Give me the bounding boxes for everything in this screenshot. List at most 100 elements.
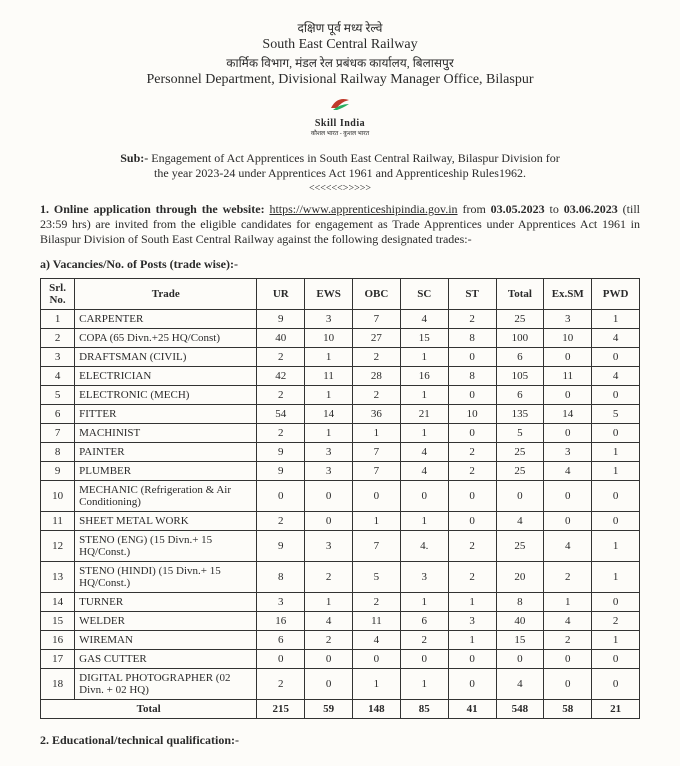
cell-value: 0 xyxy=(400,650,448,669)
col-ews: EWS xyxy=(305,279,353,310)
cell-trade: CARPENTER xyxy=(75,310,257,329)
cell-value: 6 xyxy=(496,348,544,367)
paragraph-1: 1. Online application through the websit… xyxy=(40,202,640,247)
table-row: 4ELECTRICIAN421128168105114 xyxy=(41,367,640,386)
cell-value: 4. xyxy=(400,531,448,562)
cell-srl: 13 xyxy=(41,562,75,593)
cell-value: 36 xyxy=(353,405,401,424)
cell-value: 15 xyxy=(400,329,448,348)
cell-srl: 14 xyxy=(41,593,75,612)
cell-value: 8 xyxy=(448,329,496,348)
cell-value: 1 xyxy=(353,669,401,700)
cell-srl: 5 xyxy=(41,386,75,405)
cell-value: 4 xyxy=(544,612,592,631)
application-url[interactable]: https://www.apprenticeshipindia.gov.in xyxy=(269,202,457,216)
cell-value: 4 xyxy=(592,329,640,348)
cell-value: 0 xyxy=(544,512,592,531)
cell-value: 3 xyxy=(400,562,448,593)
header-hindi-2: कार्मिक विभाग, मंडल रेल प्रबंधक कार्यालय… xyxy=(40,54,640,71)
section-2-heading: 2. Educational/technical qualification:- xyxy=(40,733,640,748)
cell-srl: 11 xyxy=(41,512,75,531)
cell-value: 8 xyxy=(257,562,305,593)
total-total: 548 xyxy=(496,700,544,719)
table-header-row: Srl. No. Trade UR EWS OBC SC ST Total Ex… xyxy=(41,279,640,310)
cell-trade: FITTER xyxy=(75,405,257,424)
cell-trade: GAS CUTTER xyxy=(75,650,257,669)
cell-value: 0 xyxy=(592,348,640,367)
divider-arrows: <<<<<<>>>>> xyxy=(40,183,640,194)
cell-trade: DIGITAL PHOTOGRAPHER (02 Divn. + 02 HQ) xyxy=(75,669,257,700)
cell-value: 1 xyxy=(400,669,448,700)
cell-value: 16 xyxy=(400,367,448,386)
cell-value: 0 xyxy=(592,593,640,612)
cell-value: 5 xyxy=(592,405,640,424)
cell-value: 2 xyxy=(592,612,640,631)
cell-srl: 9 xyxy=(41,462,75,481)
cell-value: 16 xyxy=(257,612,305,631)
table-row: 2COPA (65 Divn.+25 HQ/Const)401027158100… xyxy=(41,329,640,348)
cell-value: 10 xyxy=(448,405,496,424)
cell-value: 7 xyxy=(353,531,401,562)
cell-value: 9 xyxy=(257,531,305,562)
cell-value: 2 xyxy=(305,631,353,650)
cell-value: 2 xyxy=(257,348,305,367)
cell-value: 1 xyxy=(544,593,592,612)
cell-value: 5 xyxy=(353,562,401,593)
cell-value: 10 xyxy=(305,329,353,348)
total-ur: 215 xyxy=(257,700,305,719)
cell-value: 0 xyxy=(448,481,496,512)
cell-value: 0 xyxy=(305,481,353,512)
logo-text: Skill India xyxy=(40,118,640,129)
skill-india-logo: Skill India कौशल भारत - कुशल भारत xyxy=(40,94,640,137)
cell-value: 0 xyxy=(592,386,640,405)
cell-value: 0 xyxy=(353,650,401,669)
table-row: 13STENO (HINDI) (15 Divn.+ 15 HQ/Const.)… xyxy=(41,562,640,593)
cell-trade: COPA (65 Divn.+25 HQ/Const) xyxy=(75,329,257,348)
cell-value: 14 xyxy=(305,405,353,424)
cell-value: 2 xyxy=(257,386,305,405)
cell-value: 135 xyxy=(496,405,544,424)
date-end: 03.06.2023 xyxy=(564,202,618,216)
cell-value: 0 xyxy=(544,348,592,367)
cell-value: 2 xyxy=(448,562,496,593)
cell-value: 4 xyxy=(544,531,592,562)
cell-value: 2 xyxy=(400,631,448,650)
cell-value: 0 xyxy=(592,669,640,700)
subject-text-a: Engagement of Act Apprentices in South E… xyxy=(151,151,559,165)
cell-value: 0 xyxy=(592,481,640,512)
subject-label: Sub:- xyxy=(120,151,148,165)
col-trade: Trade xyxy=(75,279,257,310)
cell-value: 8 xyxy=(496,593,544,612)
cell-value: 6 xyxy=(400,612,448,631)
cell-value: 7 xyxy=(353,443,401,462)
table-total-row: Total 215 59 148 85 41 548 58 21 xyxy=(41,700,640,719)
col-sc: SC xyxy=(400,279,448,310)
cell-value: 0 xyxy=(544,481,592,512)
cell-value: 1 xyxy=(592,631,640,650)
cell-value: 0 xyxy=(496,650,544,669)
cell-value: 1 xyxy=(353,424,401,443)
cell-value: 9 xyxy=(257,462,305,481)
total-pwd: 21 xyxy=(592,700,640,719)
cell-value: 4 xyxy=(353,631,401,650)
cell-value: 1 xyxy=(400,593,448,612)
cell-value: 28 xyxy=(353,367,401,386)
cell-srl: 7 xyxy=(41,424,75,443)
cell-value: 2 xyxy=(257,669,305,700)
cell-value: 2 xyxy=(448,462,496,481)
cell-value: 40 xyxy=(496,612,544,631)
cell-value: 3 xyxy=(305,531,353,562)
col-srl: Srl. No. xyxy=(41,279,75,310)
cell-value: 11 xyxy=(544,367,592,386)
col-obc: OBC xyxy=(353,279,401,310)
cell-value: 3 xyxy=(305,310,353,329)
total-ews: 59 xyxy=(305,700,353,719)
cell-value: 2 xyxy=(257,424,305,443)
col-st: ST xyxy=(448,279,496,310)
cell-trade: ELECTRICIAN xyxy=(75,367,257,386)
cell-value: 100 xyxy=(496,329,544,348)
cell-value: 2 xyxy=(353,593,401,612)
cell-value: 1 xyxy=(400,386,448,405)
cell-value: 25 xyxy=(496,443,544,462)
header-eng-2: Personnel Department, Divisional Railway… xyxy=(40,72,640,88)
